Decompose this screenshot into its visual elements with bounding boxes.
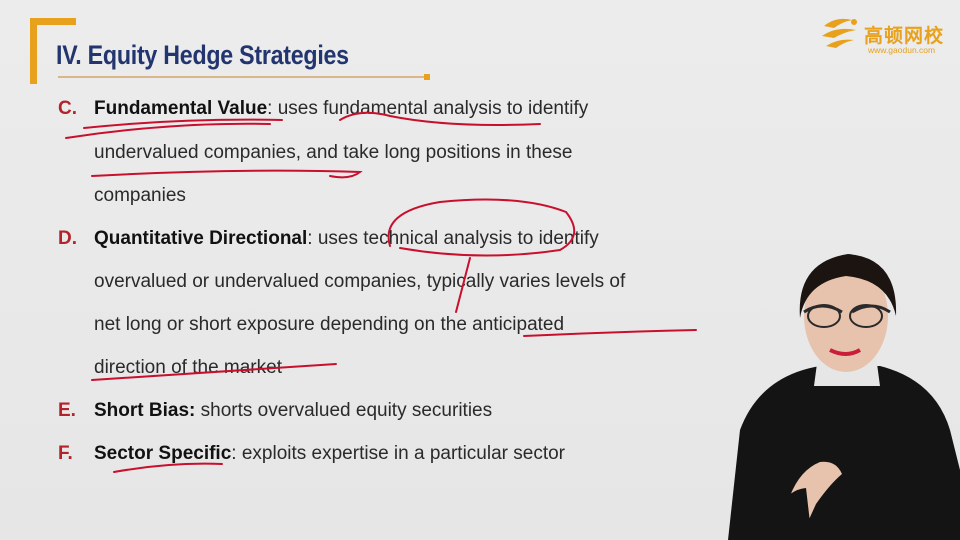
title-underline-dot bbox=[424, 74, 430, 80]
item-d-line-3: net long or short exposure depending on … bbox=[94, 314, 565, 335]
item-letter-c: C. bbox=[58, 98, 77, 119]
item-letter-e: E. bbox=[58, 400, 76, 421]
title-bracket-vertical bbox=[30, 18, 37, 84]
item-d-term: Quantitative Directional bbox=[94, 228, 308, 249]
item-f-term: Sector Specific bbox=[94, 443, 232, 464]
item-letter-f: F. bbox=[58, 443, 73, 464]
item-e-text-1: shorts overvalued equity securities bbox=[195, 400, 493, 421]
item-f-line-1: Sector Specific: exploits expertise in a… bbox=[94, 443, 565, 465]
item-c-term: Fundamental Value bbox=[94, 98, 268, 119]
title-underline bbox=[58, 76, 428, 78]
item-d-line-2: overvalued or undervalued companies, typ… bbox=[94, 271, 626, 292]
title-bracket-horizontal bbox=[30, 18, 76, 25]
slide-title: IV. Equity Hedge Strategies bbox=[56, 40, 349, 70]
logo-url: www.gaodun.com bbox=[868, 45, 936, 55]
item-f-text-1: : exploits expertise in a particular sec… bbox=[231, 443, 565, 464]
presenter-figure bbox=[728, 254, 960, 540]
gaodun-logo: 高顿网校 www.gaodun.com bbox=[818, 12, 948, 58]
item-e-line-1: Short Bias: shorts overvalued equity sec… bbox=[94, 400, 492, 422]
item-letter-d: D. bbox=[58, 228, 77, 249]
item-e-term: Short Bias: bbox=[94, 400, 196, 421]
item-c-line-2: undervalued companies, and take long pos… bbox=[94, 142, 573, 163]
logo-name: 高顿网校 bbox=[864, 26, 945, 47]
gaodun-logo-mark bbox=[822, 18, 857, 48]
item-c-line-3: companies bbox=[94, 185, 186, 206]
